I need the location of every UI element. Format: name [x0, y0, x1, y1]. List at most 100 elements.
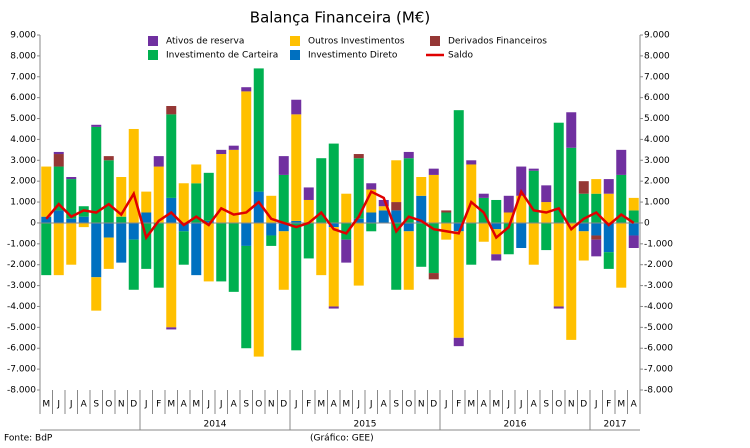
- x-tick-label: A: [631, 400, 638, 410]
- y-tick-label: -8.000: [7, 386, 36, 396]
- bar-segment: [291, 222, 302, 351]
- legend-swatch: [148, 50, 158, 60]
- y2-tick-label: -1.000: [644, 239, 673, 249]
- bar-segment: [328, 306, 339, 309]
- bar-segment: [403, 158, 414, 223]
- bar-segment: [578, 193, 589, 223]
- bar-segment: [278, 231, 289, 290]
- bar-segment: [366, 189, 377, 213]
- bar-segment: [403, 222, 414, 232]
- bar-segment: [153, 166, 164, 223]
- bar-segment: [578, 231, 589, 261]
- x-tick-label: O: [105, 400, 112, 410]
- x-tick-label: M: [317, 400, 325, 410]
- year-label: 2016: [504, 420, 527, 430]
- y2-tick-label: 5.000: [644, 114, 670, 124]
- x-tick-label: J: [356, 400, 360, 410]
- bar-segment: [228, 145, 239, 150]
- bar-segment: [103, 160, 114, 223]
- x-tick-label: J: [69, 400, 73, 410]
- year-label: 2015: [354, 420, 377, 430]
- x-tick-label: D: [430, 400, 437, 410]
- x-tick-label: J: [219, 400, 223, 410]
- x-tick-label: O: [405, 400, 412, 410]
- bar-segment: [528, 168, 539, 171]
- legend-label: Saldo: [448, 51, 473, 61]
- y2-tick-label: -4.000: [644, 302, 673, 312]
- bar-segment: [578, 222, 589, 232]
- x-tick-label: F: [456, 400, 461, 410]
- bar-segment: [66, 177, 77, 180]
- bar-segment: [591, 179, 602, 194]
- y2-tick-label: -7.000: [644, 365, 673, 375]
- bar-segment: [53, 210, 64, 223]
- bar-segment: [566, 147, 577, 223]
- bar-segment: [553, 122, 564, 223]
- y2-tick-label: 6.000: [644, 93, 670, 103]
- bar-segment: [441, 212, 452, 223]
- bar-segment: [553, 222, 564, 307]
- bar-segment: [341, 239, 352, 263]
- bar-segment: [391, 160, 402, 203]
- bar-segment: [541, 222, 552, 251]
- bar-segment: [366, 183, 377, 190]
- legend-label: Investimento Direto: [308, 51, 398, 61]
- bar-segment: [253, 68, 264, 192]
- y2-tick-label: -3.000: [644, 281, 673, 291]
- x-tick-label: M: [467, 400, 475, 410]
- bar-segment: [378, 210, 389, 223]
- y-tick-label: -6.000: [7, 344, 36, 354]
- bar-segment: [66, 218, 77, 223]
- bar-segment: [491, 254, 502, 261]
- bar-segment: [478, 197, 489, 223]
- bar-segment: [491, 222, 502, 230]
- bar-segment: [416, 222, 427, 267]
- bar-segment: [141, 222, 152, 269]
- bar-segment: [116, 177, 127, 217]
- y2-tick-label: 7.000: [644, 72, 670, 82]
- x-tick-label: J: [594, 400, 598, 410]
- bar-segment: [628, 197, 639, 211]
- bar-segment: [516, 222, 527, 248]
- bar-segment: [603, 193, 614, 223]
- x-tick-label: M: [167, 400, 175, 410]
- bar-segment: [453, 337, 464, 347]
- bar-segment: [203, 222, 214, 282]
- bar-segment: [616, 149, 627, 175]
- legend-label: Outros Investimentos: [308, 37, 405, 47]
- y-tick-label: 2.000: [10, 177, 36, 187]
- bar-segment: [166, 114, 177, 198]
- x-tick-label: N: [118, 400, 125, 410]
- bar-segment: [241, 245, 252, 349]
- bar-segment: [278, 156, 289, 175]
- bar-segment: [341, 222, 352, 240]
- bar-segment: [391, 222, 402, 290]
- bar-segment: [241, 91, 252, 223]
- bar-segment: [316, 222, 327, 276]
- bar-segment: [166, 106, 177, 115]
- bar-segment: [191, 164, 202, 184]
- bar-segment: [378, 206, 389, 211]
- y2-tick-label: -6.000: [644, 344, 673, 354]
- bar-segment: [216, 222, 227, 282]
- x-tick-label: A: [231, 400, 238, 410]
- bar-segment: [266, 195, 277, 223]
- bar-segment: [303, 222, 314, 259]
- year-label: 2014: [204, 420, 227, 430]
- bar-segment: [441, 210, 452, 213]
- bar-segment: [353, 218, 364, 223]
- y-tick-label: -4.000: [7, 302, 36, 312]
- x-tick-label: O: [255, 400, 262, 410]
- bar-segment: [553, 306, 564, 309]
- bar-segment: [416, 177, 427, 196]
- bar-segment: [66, 222, 77, 265]
- bar-segment: [516, 195, 527, 223]
- x-tick-label: A: [381, 400, 388, 410]
- x-tick-label: S: [543, 400, 549, 410]
- x-tick-label: A: [531, 400, 538, 410]
- bar-segment: [128, 239, 139, 290]
- bar-segment: [478, 222, 489, 242]
- bar-segment: [91, 222, 102, 278]
- bar-segment: [153, 156, 164, 167]
- y-tick-label: 1.000: [10, 198, 36, 208]
